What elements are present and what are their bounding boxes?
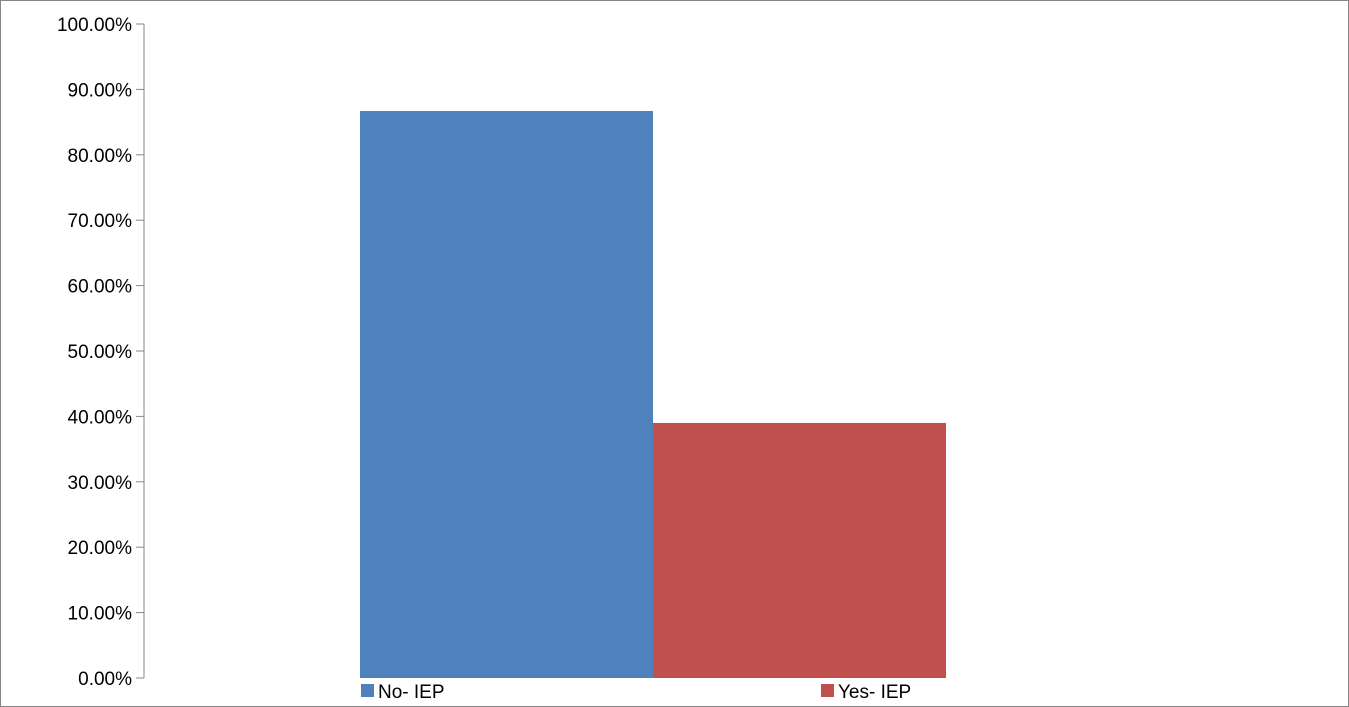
y-axis: 0.00% 10.00% 20.00% 30.00% 40.00% 50.00% 60.00…: [57, 15, 145, 690]
y-tick-label: 70.00%: [68, 211, 133, 232]
bars: [360, 110, 946, 679]
y-tick-label: 40.00%: [68, 407, 133, 428]
legend-swatch: [821, 684, 834, 697]
y-tick-label: 100.00%: [57, 15, 132, 36]
bar-yes-iep: [653, 422, 946, 678]
y-tick-label: 50.00%: [68, 342, 133, 363]
y-tick-label: 80.00%: [68, 146, 133, 167]
legend-label: No- IEP: [378, 682, 445, 703]
y-tick-label: 30.00%: [68, 473, 133, 494]
y-tick-label: 60.00%: [68, 277, 133, 298]
y-tick-label: 0.00%: [78, 669, 132, 690]
bar-no-iep: [360, 110, 653, 679]
y-tick-label: 90.00%: [68, 80, 133, 101]
y-tick-label: 20.00%: [68, 538, 133, 559]
legend: No- IEP Yes- IEP: [361, 682, 911, 703]
y-tick-label: 10.00%: [68, 604, 133, 625]
legend-label: Yes- IEP: [838, 682, 911, 703]
legend-swatch: [361, 684, 374, 697]
